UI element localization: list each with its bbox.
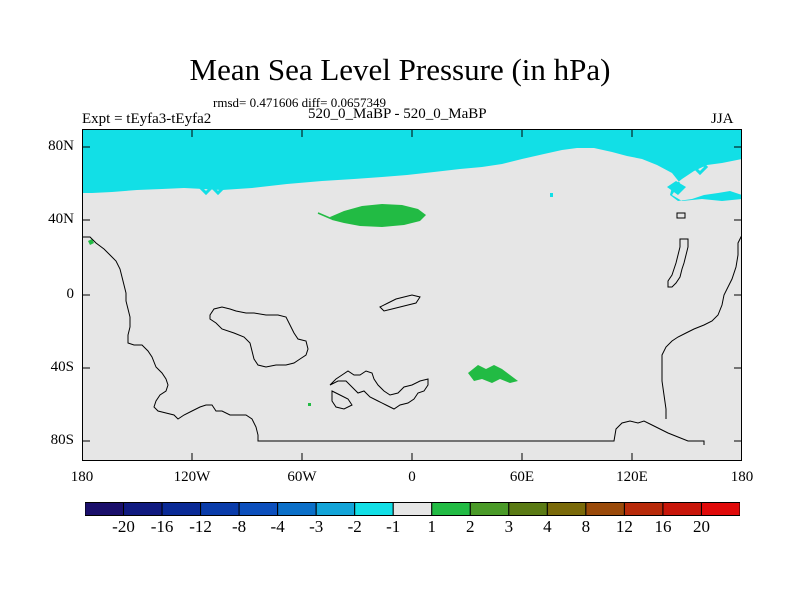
x-tick-label: 180 [730,469,754,485]
colorbar-label: 2 [466,517,475,536]
map-plot [82,129,742,461]
y-tick-label: 40S [50,359,74,375]
africa-outline [209,306,309,368]
colorbar-swatch [469,502,510,516]
southern-ocean-positive-region [468,365,518,383]
tiny-positive-patch [308,403,311,406]
x-tick-label: 120W [173,469,211,485]
east-coast-outline [661,234,742,419]
colorbar-label: -4 [270,517,285,536]
colorbar-swatch [508,502,548,516]
colorbar-label: -2 [347,517,362,536]
y-tick-label: 80N [48,138,74,154]
colorbar-label: 3 [504,517,514,536]
colorbar-label: 16 [654,517,672,536]
colorbar-swatch [354,502,394,516]
x-tick-label: 60E [509,469,535,485]
colorbar-swatch [431,502,471,516]
colorbar-label: -8 [232,517,247,536]
central-asia-positive-region [330,204,426,227]
x-tick-label: 60W [287,469,317,485]
colorbar-swatch [546,502,587,516]
colorbar-label: -3 [309,517,324,536]
page-title: Mean Sea Level Pressure (in hPa) [189,52,611,87]
stats-label: rmsd= 0.471606 diff= 0.0657349 [213,95,386,110]
colorbar-swatch [161,502,202,516]
period-label: 520_0_MaBP - 520_0_MaBP [308,106,487,122]
x-tick-label: 180 [70,469,94,485]
axis-ticks [82,129,742,461]
colorbar-label: -12 [189,517,212,536]
colorbar-swatch [700,502,740,516]
south-america-outline [82,236,705,445]
pacific-island-outline [667,238,689,288]
x-tick-label: 0 [408,469,416,485]
arctic-negative-region [82,129,742,201]
colorbar-label: -1 [386,517,401,536]
antarctic-islands-outline [329,370,429,410]
colorbar-swatch [85,502,125,516]
indonesia-outline [379,294,421,312]
colorbar-swatch [623,502,664,516]
colorbar-label: 12 [615,517,633,536]
colorbar-label: -16 [150,517,174,536]
colorbar-label: -20 [112,517,135,536]
colorbar-swatch [662,502,702,516]
y-tick-label: 0 [66,286,75,302]
central-asia-positive-tail [317,212,333,220]
y-tick-label: 40N [48,211,74,227]
hatch-north-america [197,166,227,196]
colorbar-swatch [277,502,317,516]
colorbar-swatch [315,502,356,516]
y-tick-label: 80S [50,432,74,448]
colorbar-label: 1 [427,517,437,536]
colorbar-label: 20 [692,517,710,536]
colorbar-label: 8 [581,517,591,536]
small-positive-patch [88,239,94,245]
x-tick-label: 120E [616,469,648,485]
colorbar-label: 4 [543,517,552,536]
season-label: JJA [711,111,734,127]
colorbar-swatch [123,502,163,516]
hatch-east-asia [691,146,709,176]
colorbar-swatch [200,502,240,516]
colorbar-swatch [392,502,433,516]
colorbar [85,502,740,516]
colorbar-swatch [238,502,279,516]
alaska-negative-region [667,181,686,195]
small-negative-patch [550,193,553,197]
experiment-label: Expt = tEyfa3-tEyfa2 [82,111,212,127]
colorbar-swatch [585,502,625,516]
small-box-outline [676,212,686,219]
